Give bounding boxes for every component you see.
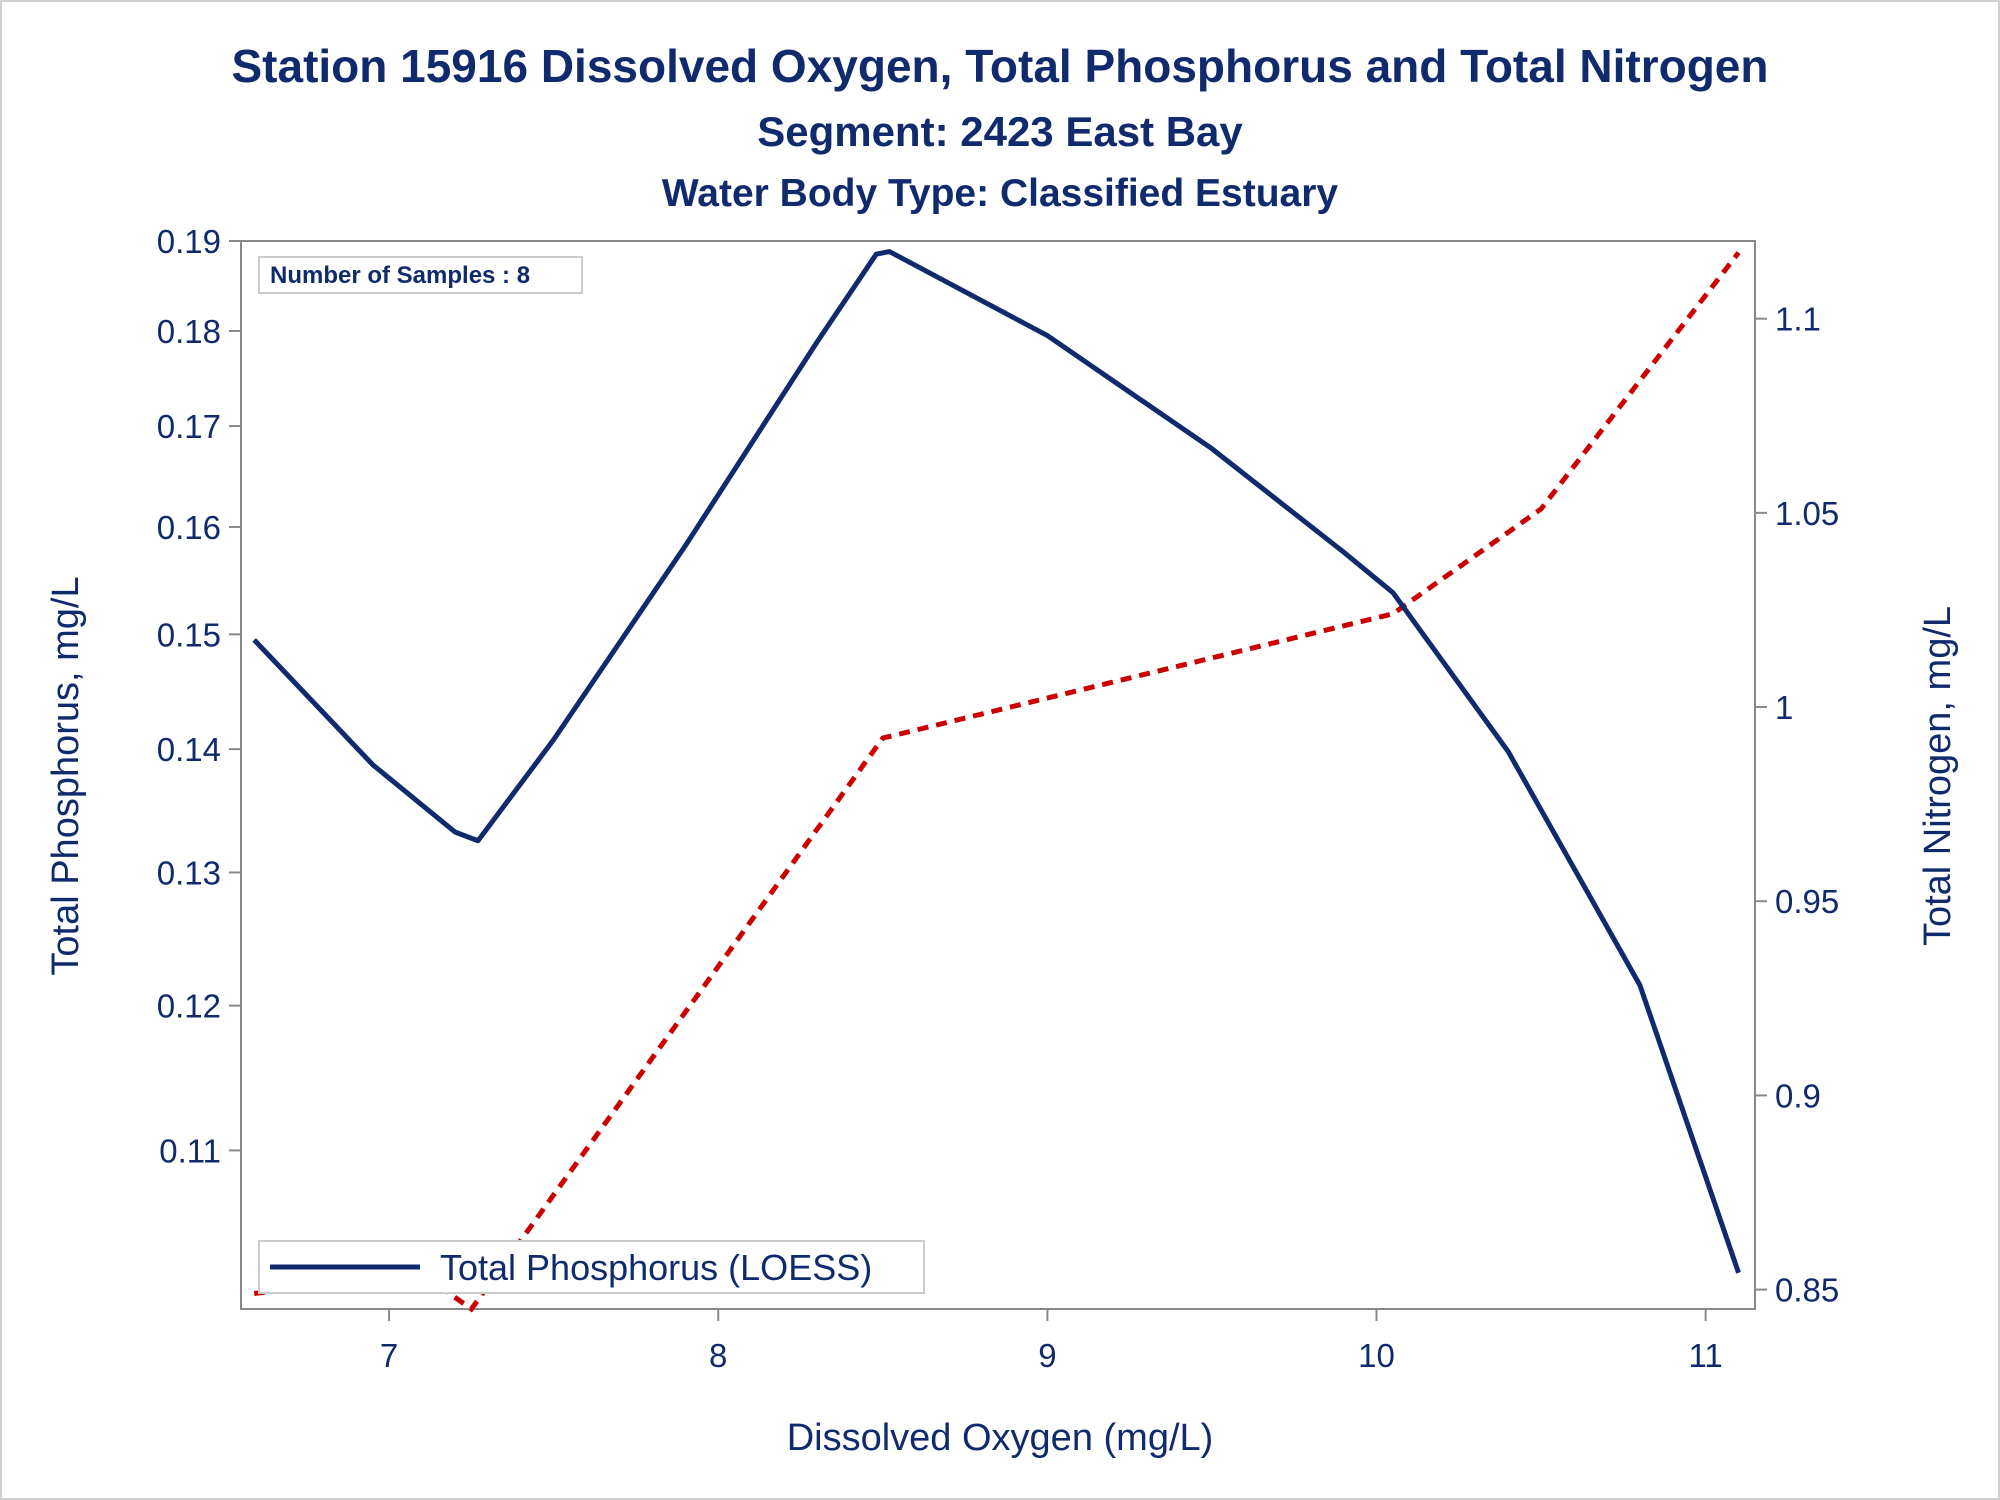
y-left-tick-label: 0.17 bbox=[157, 408, 221, 445]
x-tick-label: 11 bbox=[1688, 1337, 1722, 1374]
y-axis-left: 0.11 0.12 0.13 0.14 0.15 0.16 0.17 0.18 0.19 bbox=[157, 223, 241, 1169]
x-tick-label: 10 bbox=[1358, 1337, 1395, 1374]
y-left-tick-label: 0.19 bbox=[157, 223, 221, 260]
y-right-tick-label: 0.95 bbox=[1775, 883, 1839, 920]
y-right-tick-label: 1.1 bbox=[1775, 301, 1821, 338]
x-axis: 7 8 9 10 11 bbox=[380, 1309, 1723, 1374]
x-tick-label: 8 bbox=[709, 1337, 727, 1374]
chart-subtitle-segment: Segment: 2423 East Bay bbox=[757, 108, 1243, 155]
y-right-tick-label: 1 bbox=[1775, 689, 1793, 726]
chart-subtitle-waterbody: Water Body Type: Classified Estuary bbox=[662, 172, 1338, 215]
y-axis-right: 0.85 0.9 0.95 1 1.05 1.1 bbox=[1755, 301, 1839, 1309]
y-right-tick-label: 1.05 bbox=[1775, 495, 1839, 532]
chart-title: Station 15916 Dissolved Oxygen, Total Ph… bbox=[231, 40, 1768, 92]
phosphorus-series-line bbox=[252, 249, 1741, 1274]
y-right-tick-label: 0.85 bbox=[1775, 1272, 1839, 1309]
x-axis-label: Dissolved Oxygen (mg/L) bbox=[787, 1417, 1214, 1459]
samples-inset-box bbox=[258, 256, 583, 294]
legend-label-phosphorus: Total Phosphorus (LOESS) bbox=[440, 1247, 872, 1288]
y-axis-left-label: Total Phosphorus, mg/L bbox=[45, 576, 87, 975]
samples-inset-text: Number of Samples : 8 bbox=[270, 262, 530, 289]
y-left-tick-label: 0.13 bbox=[157, 854, 221, 891]
y-left-tick-label: 0.15 bbox=[157, 616, 221, 653]
y-left-tick-label: 0.12 bbox=[157, 988, 221, 1025]
series-layer bbox=[252, 249, 1741, 1313]
y-left-tick-label: 0.14 bbox=[157, 731, 221, 768]
x-tick-label: 9 bbox=[1038, 1337, 1056, 1374]
plot-area bbox=[240, 240, 1756, 1310]
x-tick-label: 7 bbox=[380, 1337, 398, 1374]
nitrogen-series-line bbox=[253, 251, 1741, 1313]
y-left-tick-label: 0.11 bbox=[159, 1132, 221, 1169]
y-left-tick-label: 0.18 bbox=[157, 313, 221, 350]
y-right-tick-label: 0.9 bbox=[1775, 1077, 1821, 1114]
y-axis-right-label: Total Nitrogen, mg/L bbox=[1917, 606, 1959, 946]
y-left-tick-label: 0.16 bbox=[157, 509, 221, 546]
